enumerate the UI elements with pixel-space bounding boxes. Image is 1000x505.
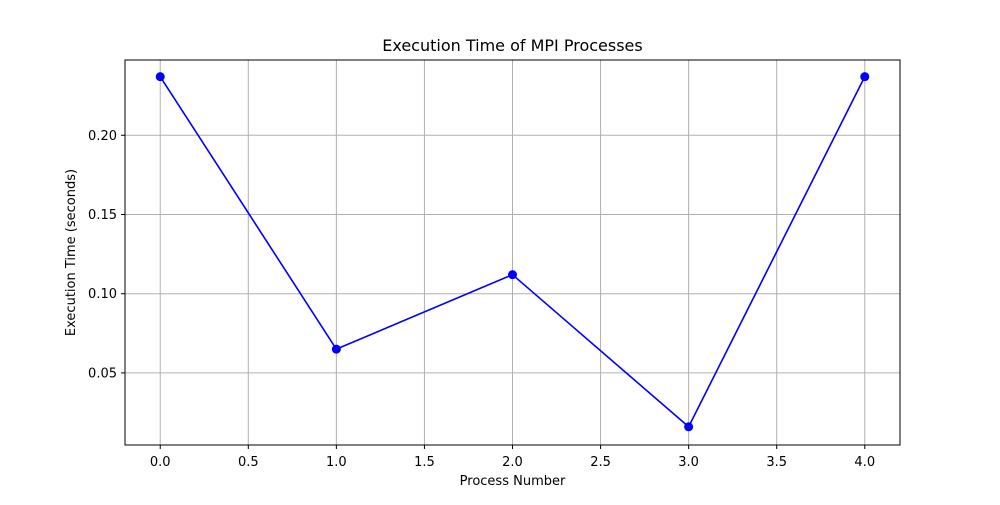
y-axis-label: Execution Time (seconds) [64,169,79,336]
x-tick-label: 0.0 [150,455,171,470]
data-point-marker [508,270,517,280]
x-tick-label: 2.5 [590,455,611,470]
data-point-marker [684,422,694,432]
y-tick-label: 0.15 [88,208,117,223]
x-tick-label: 3.0 [678,455,699,470]
x-tick-label: 4.0 [854,455,875,470]
data-point-marker [860,72,870,82]
tick-layer: 0.0 0.5 1.0 1.5 2.0 2.5 3.0 3.5 4.0 0.05 0.10 0.15 0… [88,129,875,470]
x-axis-label: Process Number [460,474,566,489]
x-tick-label: 1.5 [414,455,435,470]
x-tick-label: 0.5 [238,455,259,470]
series-layer [155,72,870,432]
y-tick-label: 0.10 [88,287,117,302]
y-tick-label: 0.05 [88,366,117,381]
grid-lines [125,60,900,445]
x-tick-label: 2.0 [502,455,523,470]
x-tick-label: 3.5 [766,455,787,470]
y-tick-label: 0.20 [88,129,117,144]
data-point-marker [155,72,165,82]
data-point-marker [331,344,341,354]
chart-title: Execution Time of MPI Processes [382,36,642,55]
x-tick-label: 1.0 [326,455,347,470]
